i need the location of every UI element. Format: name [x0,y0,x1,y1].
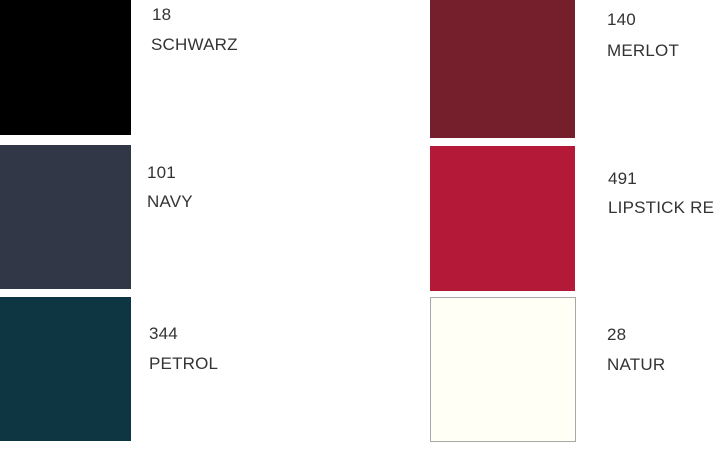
swatch-name: NAVY [147,192,193,211]
swatch-merlot [430,0,575,138]
swatch-natur [430,297,576,442]
swatch-name: SCHWARZ [151,35,238,54]
swatch-petrol [0,297,131,441]
swatch-lipstick-red [430,146,575,291]
swatch-navy [0,145,131,289]
swatch-schwarz [0,0,131,135]
swatch-name: LIPSTICK RE [608,198,715,217]
swatch-code: 28 [607,325,627,344]
swatch-code: 101 [147,163,176,182]
swatch-code: 18 [152,5,172,24]
swatch-name: MERLOT [607,41,680,60]
swatch-code: 344 [149,324,178,343]
swatch-name: PETROL [149,354,219,373]
swatch-code: 491 [608,169,637,188]
swatch-name: NATUR [607,355,666,374]
swatch-code: 140 [607,10,636,29]
